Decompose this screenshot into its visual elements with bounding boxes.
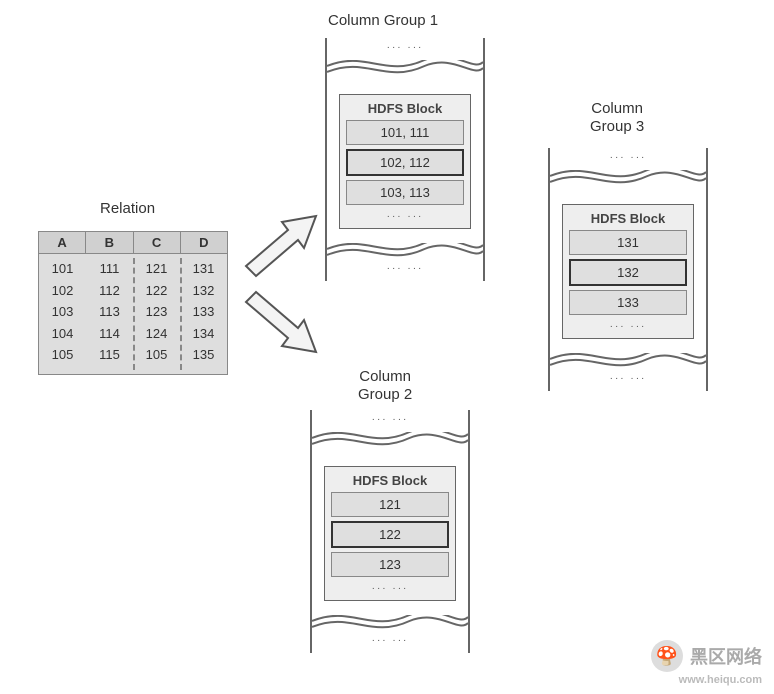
cg2-cell-0: 121 (331, 492, 449, 517)
cg1-top-dots: ··· ··· (327, 38, 483, 60)
mushroom-icon: 🍄 (651, 640, 683, 672)
cg1-more-dots: ··· ··· (346, 209, 464, 224)
cg3-title-l1: Column (591, 100, 643, 117)
relation-body: 101 102 103 104 105 111 112 113 114 115 … (39, 254, 227, 374)
cell: 132 (193, 282, 215, 300)
cell: 113 (99, 303, 120, 321)
relation-table: A B C D 101 102 103 104 105 111 112 113 … (38, 231, 228, 375)
cell: 114 (99, 325, 120, 343)
cell: 112 (99, 282, 120, 300)
col-c: 121 122 123 124 105 (133, 260, 180, 364)
wave-icon (327, 243, 483, 259)
cg3-block-title: HDFS Block (569, 211, 687, 226)
wave-icon (312, 432, 468, 448)
cell: 111 (100, 260, 120, 278)
wave-icon (312, 615, 468, 631)
arrow-up (238, 208, 318, 278)
cell: 122 (146, 282, 168, 300)
cg3-cell-2: 133 (569, 290, 687, 315)
cell: 131 (193, 260, 215, 278)
cg1-cell-2: 103, 113 (346, 180, 464, 205)
cg1-cell-1: 102, 112 (346, 149, 464, 176)
cg1-scroll: ··· ··· HDFS Block 101, 111 102, 112 103… (325, 38, 485, 281)
cg1-bot-dots: ··· ··· (327, 259, 483, 281)
cg2-bot-dots: ··· ··· (312, 631, 468, 653)
cg1-cell-0: 101, 111 (346, 120, 464, 145)
cg2-title: Column Group 2 (358, 368, 412, 404)
col-header-b: B (86, 232, 133, 253)
cg2-cell-2: 123 (331, 552, 449, 577)
cell: 102 (52, 282, 74, 300)
cg3-hdfs-block: HDFS Block 131 132 133 ··· ··· (562, 204, 694, 339)
relation-header-row: A B C D (39, 232, 227, 254)
cell: 101 (52, 260, 74, 278)
cell: 124 (146, 325, 168, 343)
cg2-cell-1: 122 (331, 521, 449, 548)
watermark: 🍄 黑区网络 www.heiqu.com (651, 640, 762, 686)
cg3-top-dots: ··· ··· (550, 148, 706, 170)
wave-icon (550, 170, 706, 186)
cg2-scroll: ··· ··· HDFS Block 121 122 123 ··· ··· ·… (310, 410, 470, 653)
cg3-scroll: ··· ··· HDFS Block 131 132 133 ··· ··· ·… (548, 148, 708, 391)
col-d: 131 132 133 134 135 (180, 260, 227, 364)
cg3-title: Column Group 3 (590, 100, 644, 136)
watermark-text: 黑区网络 (690, 647, 762, 667)
cg2-title-l1: Column (359, 368, 411, 385)
cell: 133 (193, 303, 215, 321)
cg3-cell-0: 131 (569, 230, 687, 255)
cell: 105 (52, 346, 74, 364)
cell: 115 (99, 346, 120, 364)
cell: 104 (52, 325, 74, 343)
cell: 121 (146, 260, 168, 278)
cg2-title-l2: Group 2 (358, 386, 412, 403)
cg3-more-dots: ··· ··· (569, 319, 687, 334)
col-a: 101 102 103 104 105 (39, 260, 86, 364)
cg3-title-l2: Group 3 (590, 118, 644, 135)
cell: 103 (52, 303, 74, 321)
cg3-bot-dots: ··· ··· (550, 369, 706, 391)
wave-icon (327, 60, 483, 76)
cell: 135 (193, 346, 215, 364)
cg1-block-title: HDFS Block (346, 101, 464, 116)
relation-title: Relation (100, 200, 155, 217)
col-header-c: C (134, 232, 181, 253)
arrow-down (238, 290, 318, 360)
cg1-title: Column Group 1 (328, 12, 438, 29)
watermark-url: www.heiqu.com (651, 674, 762, 686)
cg1-hdfs-block: HDFS Block 101, 111 102, 112 103, 113 ··… (339, 94, 471, 229)
dash-line-2 (180, 258, 182, 370)
dash-line-1 (133, 258, 135, 370)
cg2-more-dots: ··· ··· (331, 581, 449, 596)
cg2-top-dots: ··· ··· (312, 410, 468, 432)
col-b: 111 112 113 114 115 (86, 260, 133, 364)
cg2-block-title: HDFS Block (331, 473, 449, 488)
cell: 105 (146, 346, 168, 364)
cg2-hdfs-block: HDFS Block 121 122 123 ··· ··· (324, 466, 456, 601)
col-header-d: D (181, 232, 227, 253)
cell: 123 (146, 303, 168, 321)
col-header-a: A (39, 232, 86, 253)
cell: 134 (193, 325, 215, 343)
cg3-cell-1: 132 (569, 259, 687, 286)
wave-icon (550, 353, 706, 369)
